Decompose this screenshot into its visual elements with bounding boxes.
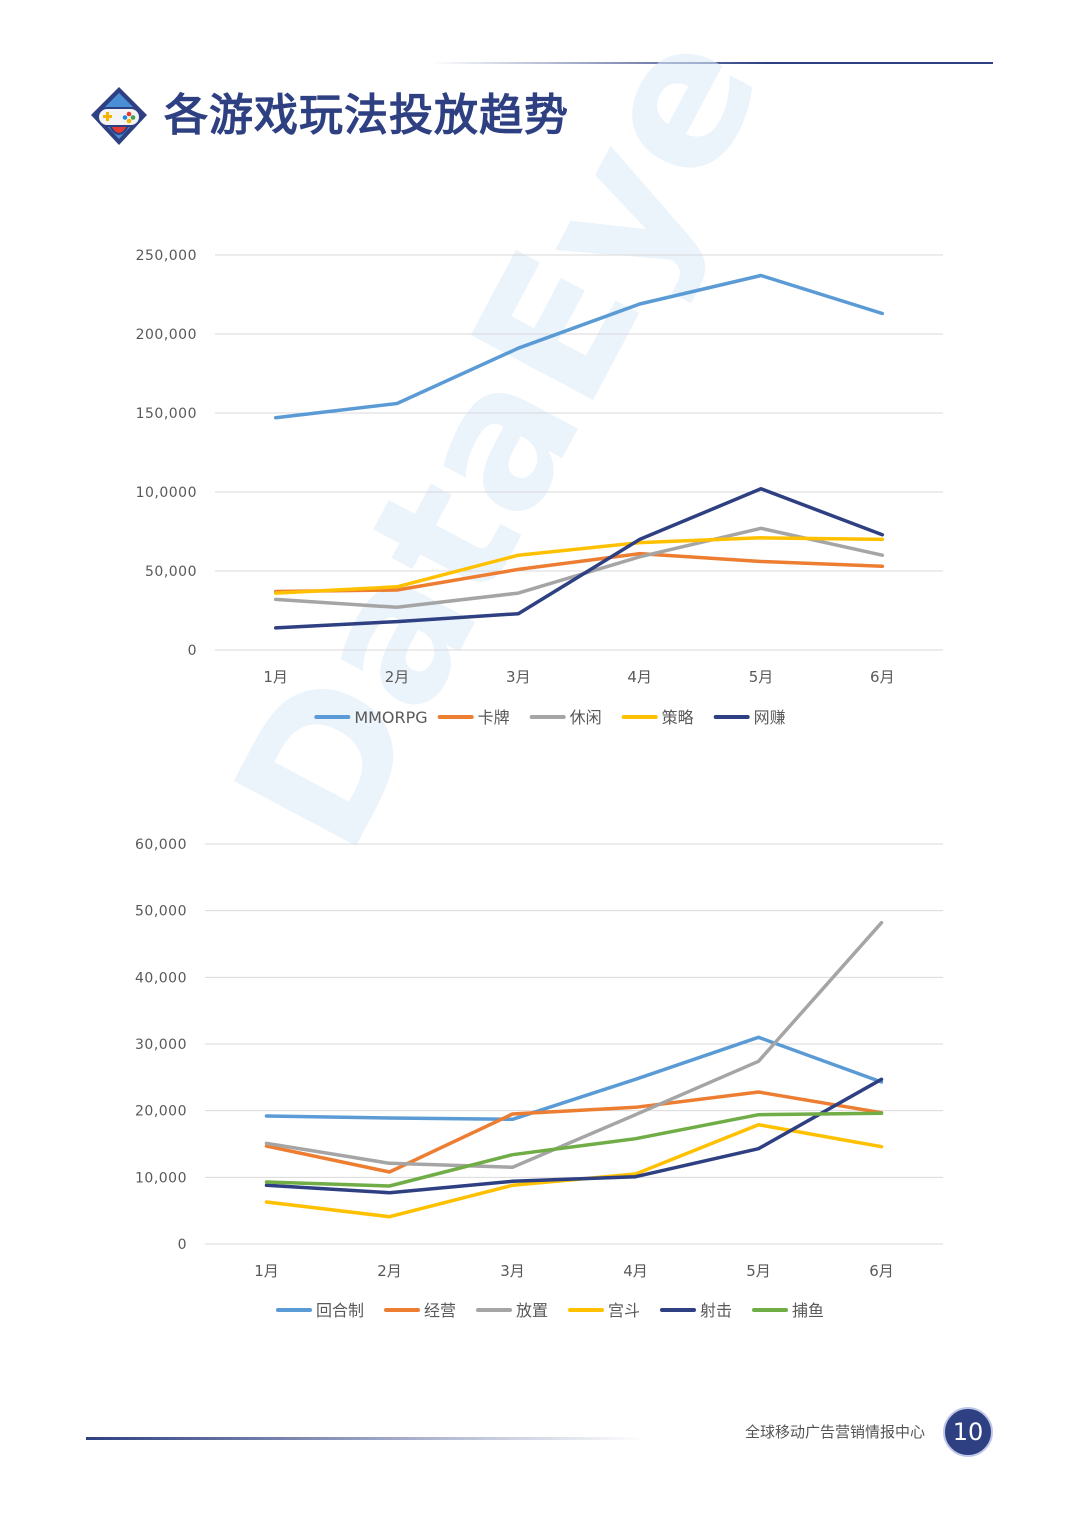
bottom-divider — [86, 1437, 646, 1440]
y-tick-label: 10,000 — [135, 1170, 187, 1186]
legend-label: 卡牌 — [478, 708, 510, 727]
page-title: 各游戏玩法投放趋势 — [164, 86, 569, 146]
x-tick-label: 5月 — [749, 668, 774, 686]
x-tick-label: 4月 — [623, 1262, 648, 1280]
y-tick-label: 250,000 — [136, 248, 197, 264]
legend-label: MMORPG — [354, 708, 427, 727]
y-tick-label: 0 — [178, 1237, 187, 1253]
series-line — [276, 276, 883, 418]
x-tick-label: 1月 — [254, 1262, 279, 1280]
y-tick-label: 150,000 — [136, 406, 197, 422]
x-tick-label: 2月 — [385, 668, 410, 686]
series-line — [276, 528, 883, 607]
top-divider — [430, 62, 993, 64]
series-line — [267, 1037, 882, 1119]
legend-label: 经营 — [424, 1301, 456, 1320]
footer-report-name: 全球移动广告营销情报中心 — [745, 1421, 925, 1442]
series-line — [276, 554, 883, 592]
series-line — [267, 1113, 882, 1186]
series-line — [276, 538, 883, 593]
x-tick-label: 5月 — [746, 1262, 771, 1280]
legend-label: 捕鱼 — [792, 1301, 824, 1320]
x-tick-label: 6月 — [870, 668, 895, 686]
x-tick-label: 4月 — [627, 668, 652, 686]
legend-label: 网赚 — [754, 708, 786, 727]
y-tick-label: 40,000 — [135, 970, 187, 986]
chart-genre-trend-1: 0 50,000 10,0000 150,000 200,000 250,000 1月 2月 3… — [0, 225, 1080, 745]
chart-genre-trend-2: 0 10,000 20,000 30,000 40,000 50,000 60,000 1月 2… — [0, 820, 1080, 1340]
x-tick-label: 1月 — [263, 668, 288, 686]
y-tick-label: 0 — [188, 643, 197, 659]
legend-label: 策略 — [662, 708, 694, 727]
legend-label: 回合制 — [316, 1301, 364, 1320]
y-tick-label: 20,000 — [135, 1104, 187, 1120]
x-tick-label: 3月 — [506, 668, 531, 686]
x-tick-label: 6月 — [869, 1262, 894, 1280]
x-tick-label: 3月 — [500, 1262, 525, 1280]
legend-label: 宫斗 — [608, 1301, 640, 1320]
y-tick-label: 10,0000 — [136, 485, 197, 501]
legend-label: 休闲 — [570, 708, 602, 727]
y-tick-label: 200,000 — [136, 327, 197, 343]
y-tick-label: 60,000 — [135, 837, 187, 853]
legend-label: 射击 — [700, 1301, 732, 1320]
series-line — [267, 1125, 882, 1217]
legend-label: 放置 — [516, 1301, 548, 1320]
x-tick-label: 2月 — [377, 1262, 402, 1280]
y-tick-label: 30,000 — [135, 1037, 187, 1053]
page-number-badge: 10 — [943, 1407, 993, 1457]
y-tick-label: 50,000 — [145, 564, 197, 580]
y-tick-label: 50,000 — [135, 904, 187, 920]
gamepad-logo-icon — [86, 84, 152, 150]
